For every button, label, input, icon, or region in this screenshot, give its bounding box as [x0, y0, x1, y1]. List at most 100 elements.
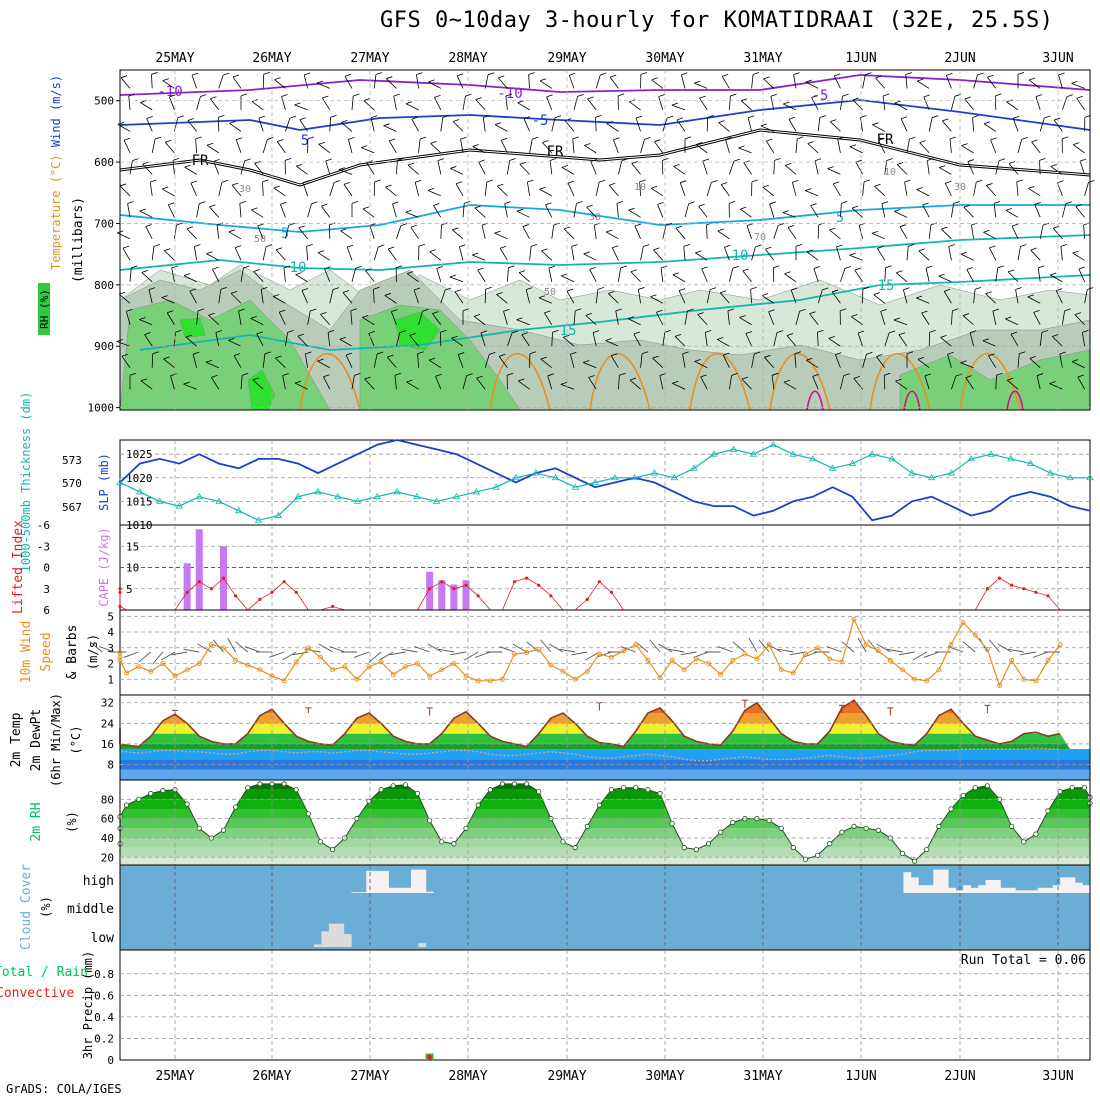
- wind-barb: [610, 355, 619, 368]
- temp-axis-label-3: (6hr Min/Max): [49, 693, 63, 787]
- wind-barb: [215, 332, 220, 347]
- high-cloud-bar: [978, 885, 986, 893]
- wind-barb-flag: [527, 179, 534, 183]
- thickness-marker: [967, 455, 975, 462]
- wind-barb: [283, 267, 286, 282]
- wind-barb: [971, 224, 974, 239]
- wind-barb: [573, 310, 576, 325]
- wind-barb-flag: [519, 161, 527, 165]
- wind-barb: [676, 119, 686, 132]
- low-cloud-bar: [328, 923, 337, 947]
- wind-barb-flag: [738, 145, 745, 149]
- wind-barb-flag: [287, 330, 294, 333]
- wind-barb: [139, 210, 153, 218]
- top-day-label: 26MAY: [252, 51, 291, 66]
- wind-speed-marker: [633, 642, 639, 648]
- wind-barb-flag: [672, 380, 679, 384]
- temp-fill-band: [120, 700, 1090, 703]
- wind-barb: [396, 332, 401, 347]
- wind-barb: [706, 289, 711, 304]
- high-cloud-bar: [351, 892, 360, 893]
- wind-barb-flag: [140, 100, 147, 103]
- wind-barb-flag: [422, 308, 429, 312]
- wind-barb-flag: [444, 287, 452, 291]
- contour-label: 15: [878, 278, 895, 294]
- wind-speed-marker: [548, 662, 554, 668]
- wind-speed-marker: [512, 651, 517, 657]
- surface-wind-barb: [235, 641, 249, 653]
- temp-axis-label-1: 2m Temp: [9, 712, 24, 767]
- rh-marker: [608, 787, 615, 793]
- temp-fill: [120, 700, 1090, 750]
- wind-barb-flag: [185, 334, 193, 338]
- thickness-marker: [868, 450, 876, 457]
- contour-label: 5: [301, 133, 309, 149]
- cape-tick-label: 5: [126, 583, 133, 596]
- wind-barb: [794, 353, 797, 368]
- wind-barb: [120, 77, 131, 89]
- wind-barb-flag: [385, 184, 392, 188]
- wind-barb: [209, 206, 220, 218]
- wind-barb: [683, 246, 686, 261]
- li-marker: [197, 580, 201, 584]
- wind-barb: [944, 183, 952, 197]
- wind-barb-flag: [236, 137, 243, 141]
- wind-barb-flag: [289, 115, 297, 119]
- wind-barb: [196, 310, 199, 325]
- wind-barb-flag: [516, 317, 523, 321]
- contour-label: 15: [560, 323, 577, 339]
- thickness-marker: [254, 516, 263, 523]
- wind-barb-flag: [676, 117, 684, 121]
- wind-barb-flag: [739, 315, 746, 318]
- wind-barb-flag: [635, 115, 643, 119]
- wind-barb: [917, 358, 930, 369]
- wind-barb: [874, 185, 886, 197]
- wind-barb: [729, 160, 735, 175]
- grads-credit: GrADS: COLA/IGES: [6, 1082, 122, 1096]
- li-marker: [428, 587, 432, 591]
- wind-barb: [451, 337, 464, 347]
- wind-barb: [613, 139, 619, 154]
- rh-marker: [148, 790, 154, 797]
- wind-speed-marker: [281, 678, 287, 684]
- wind-barb-flag: [835, 352, 842, 356]
- wind-barb: [590, 161, 597, 175]
- surface-wind-barb: [450, 651, 467, 656]
- wind-barb: [497, 77, 508, 89]
- wind-barb: [539, 188, 552, 197]
- wind-barb-flag: [777, 223, 785, 226]
- wind-barb-flag: [878, 138, 885, 141]
- wind-barb: [476, 377, 486, 390]
- wind-barb: [406, 381, 419, 390]
- wind-barb-flag: [694, 358, 701, 362]
- wind-barb-flag: [351, 200, 359, 204]
- wind-barb: [586, 206, 597, 218]
- wind-barb-flag: [282, 373, 289, 376]
- wind-barb-flag: [918, 248, 925, 252]
- li-marker: [1010, 583, 1014, 587]
- wind-barb: [921, 312, 930, 325]
- wind-barb: [675, 227, 686, 240]
- wind-barb: [299, 119, 308, 132]
- thickness-marker: [1066, 474, 1074, 481]
- wind-barb: [549, 160, 553, 175]
- wind-speed-marker: [499, 676, 505, 682]
- wind-barb-flag: [881, 201, 889, 205]
- rh-marker: [1021, 839, 1027, 845]
- li-marker: [331, 604, 335, 609]
- wind-barb: [295, 274, 308, 283]
- wind-barb-flag: [740, 98, 748, 102]
- wind-barb-flag: [164, 248, 171, 251]
- thickness-marker: [1007, 455, 1015, 462]
- wind-barb: [674, 336, 686, 347]
- wind-barb: [740, 208, 752, 218]
- wind-barb-flag: [494, 230, 501, 234]
- wind-barb: [790, 289, 797, 304]
- wind-barb-flag: [768, 309, 775, 313]
- li-marker: [221, 576, 226, 580]
- wind-barb-flag: [964, 96, 971, 100]
- wind-barb-flag: [142, 161, 149, 165]
- wind-barb: [684, 203, 690, 218]
- wind-barb: [171, 267, 175, 282]
- wind-barb-flag: [615, 308, 622, 312]
